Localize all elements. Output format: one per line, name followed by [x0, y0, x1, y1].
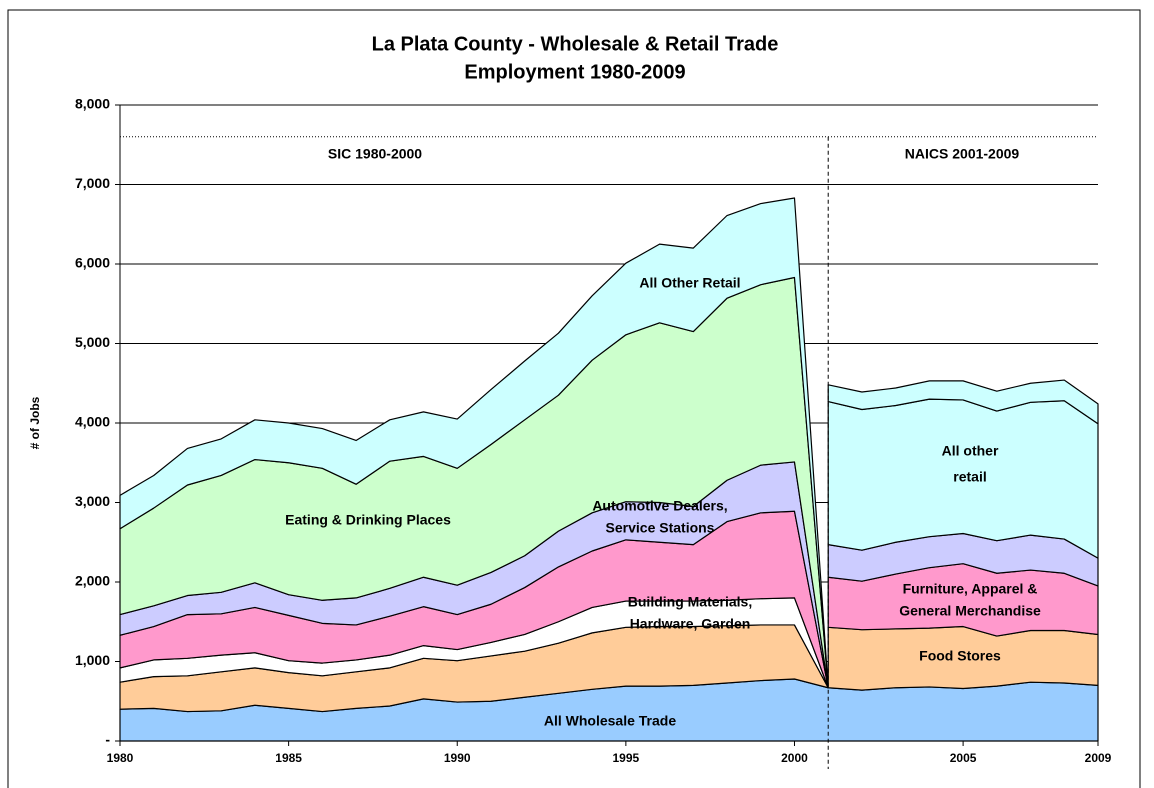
- chart-title: La Plata County - Wholesale & Retail Tra…: [372, 33, 779, 55]
- series-label: Hardware, Garden: [630, 616, 751, 632]
- chart-frame: [7, 9, 1141, 788]
- y-tick-label: 4,000: [75, 414, 110, 430]
- x-tick-label: 1990: [444, 751, 471, 765]
- series-label: All Other Retail: [639, 275, 740, 291]
- series-label: Service Stations: [606, 520, 715, 536]
- y-tick-label: 5,000: [75, 334, 110, 350]
- y-tick-label: 1,000: [75, 652, 110, 668]
- y-axis-label: # of Jobs: [28, 396, 42, 449]
- x-tick-label: 1995: [613, 751, 640, 765]
- y-tick-label: 7,000: [75, 175, 110, 191]
- x-tick-label: 2009: [1085, 751, 1112, 765]
- x-tick-label: 2000: [781, 751, 808, 765]
- y-tick-label: 3,000: [75, 493, 110, 509]
- x-tick-label: 2005: [950, 751, 977, 765]
- area: [827, 379, 1099, 425]
- series-label: retail: [953, 469, 986, 485]
- y-tick-label: -: [105, 732, 110, 748]
- y-tick-label: 6,000: [75, 255, 110, 271]
- series-label: Automotive Dealers,: [592, 498, 727, 514]
- series-label: Furniture, Apparel &: [903, 581, 1038, 597]
- period-label: SIC 1980-2000: [328, 146, 422, 162]
- x-tick-label: 1985: [275, 751, 302, 765]
- series-label: All other: [942, 443, 999, 459]
- area: [119, 197, 829, 689]
- series-label: All Wholesale Trade: [544, 713, 676, 729]
- series-label: Building Materials,: [628, 594, 752, 610]
- chart-title: Employment 1980-2009: [464, 61, 685, 83]
- y-tick-label: 8,000: [75, 96, 110, 112]
- series-label: General Merchandise: [899, 603, 1041, 619]
- x-tick-label: 1980: [107, 751, 134, 765]
- y-tick-label: 2,000: [75, 573, 110, 589]
- period-label: NAICS 2001-2009: [905, 146, 1020, 162]
- series-label: Food Stores: [919, 648, 1001, 664]
- series-label: Eating & Drinking Places: [285, 512, 451, 528]
